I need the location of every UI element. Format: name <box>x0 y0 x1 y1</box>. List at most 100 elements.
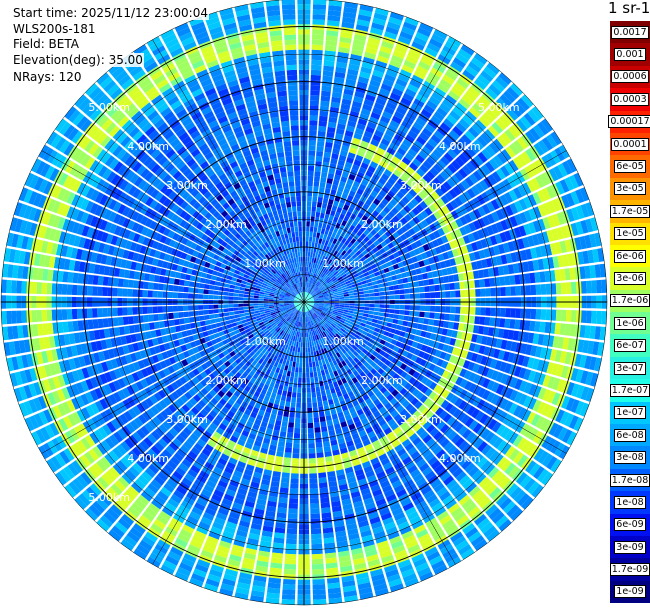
ppi-cell <box>252 353 258 360</box>
ppi-cell <box>541 137 554 151</box>
ppi-cell <box>557 427 568 441</box>
ppi-cell <box>420 537 434 548</box>
ppi-cell <box>468 383 477 393</box>
ppi-cell <box>382 484 393 493</box>
ppi-cell <box>170 494 182 504</box>
ppi-cell <box>350 244 356 251</box>
ppi-cell <box>189 433 199 442</box>
ppi-cell <box>333 370 339 377</box>
ppi-cell <box>381 233 388 241</box>
ppi-cell <box>85 434 96 447</box>
ppi-cell <box>373 398 381 406</box>
ppi-cell <box>330 285 336 289</box>
ppi-cell <box>454 141 465 152</box>
ppi-cell <box>521 151 532 164</box>
ppi-cell <box>108 394 118 405</box>
ppi-cell <box>305 236 309 242</box>
ppi-cell <box>97 476 110 489</box>
ppi-cell <box>525 344 533 356</box>
ppi-cell <box>477 517 490 530</box>
ppi-cell <box>322 274 327 279</box>
ppi-cell <box>377 236 384 244</box>
ppi-cell <box>312 346 316 352</box>
ppi-cell <box>464 176 475 187</box>
ppi-cell <box>370 457 380 465</box>
ppi-cell <box>370 568 384 577</box>
ppi-cell <box>406 258 414 265</box>
ppi-cell <box>117 476 130 489</box>
ppi-cell <box>447 503 460 514</box>
ppi-cell <box>82 489 95 503</box>
ppi-cell <box>299 352 303 358</box>
ppi-cell <box>243 336 250 342</box>
ppi-cell <box>491 421 502 433</box>
ppi-cell <box>207 439 217 448</box>
ppi-cell <box>255 362 261 369</box>
ppi-cell <box>459 215 468 226</box>
ppi-cell <box>183 553 197 563</box>
ppi-cell <box>328 280 333 285</box>
ppi-cell <box>170 414 179 424</box>
ppi-cell <box>200 516 213 526</box>
ppi-cell <box>327 259 333 265</box>
ppi-cell <box>472 103 484 115</box>
ppi-cell <box>437 208 446 217</box>
ppi-cell <box>308 155 315 161</box>
ppi-cell <box>385 526 398 535</box>
ppi-cell <box>342 313 348 317</box>
ppi-cell <box>147 448 158 459</box>
ppi-cell <box>434 506 447 517</box>
ppi-cell <box>428 498 441 509</box>
ppi-cell <box>431 560 446 571</box>
ppi-cell <box>349 110 360 118</box>
ppi-cell <box>74 496 87 510</box>
ppi-cell <box>475 410 485 422</box>
ppi-cell <box>291 314 296 319</box>
ppi-cell <box>312 584 326 590</box>
ppi-cell <box>375 60 388 69</box>
ppi-cell <box>237 324 244 329</box>
ppi-cell <box>523 368 532 381</box>
ppi-cell <box>190 406 200 416</box>
ppi-cell <box>351 253 358 260</box>
ppi-cell <box>267 582 281 589</box>
ppi-cell <box>298 326 301 332</box>
ppi-cell <box>337 159 345 167</box>
ppi-cell <box>281 374 286 381</box>
ppi-cell <box>239 434 248 442</box>
ppi-cell <box>267 423 274 430</box>
ppi-cell <box>389 503 401 512</box>
ppi-cell <box>361 319 367 324</box>
ppi-cell <box>309 110 319 116</box>
ppi-cell <box>479 413 489 425</box>
ppi-cell <box>334 423 341 430</box>
ppi-cell <box>490 199 500 210</box>
ppi-cell <box>349 298 355 301</box>
ppi-cell <box>522 182 532 195</box>
ppi-cell <box>382 517 394 526</box>
ppi-cell <box>308 241 312 247</box>
ppi-cell <box>308 165 315 172</box>
ppi-cell <box>319 217 324 224</box>
ppi-cell <box>347 476 357 484</box>
ppi-cell <box>504 230 512 241</box>
ppi-cell <box>487 125 500 138</box>
ppi-cell <box>312 314 316 320</box>
ppi-cell <box>484 431 495 443</box>
ppi-cell <box>144 467 156 478</box>
ppi-cell <box>526 411 536 424</box>
ppi-cell <box>373 530 386 539</box>
ppi-cell <box>314 318 319 324</box>
ppi-cell <box>509 143 520 156</box>
ppi-cell <box>458 98 471 110</box>
ppi-cell <box>331 323 336 329</box>
ppi-cell <box>559 268 566 281</box>
ppi-cell <box>400 379 408 387</box>
ppi-cell <box>127 408 137 419</box>
ppi-cell <box>464 381 473 391</box>
ppi-cell <box>499 194 509 206</box>
ppi-cell <box>500 132 512 145</box>
ppi-cell <box>196 559 211 569</box>
ppi-cell <box>361 330 368 336</box>
ppi-cell <box>299 332 302 338</box>
